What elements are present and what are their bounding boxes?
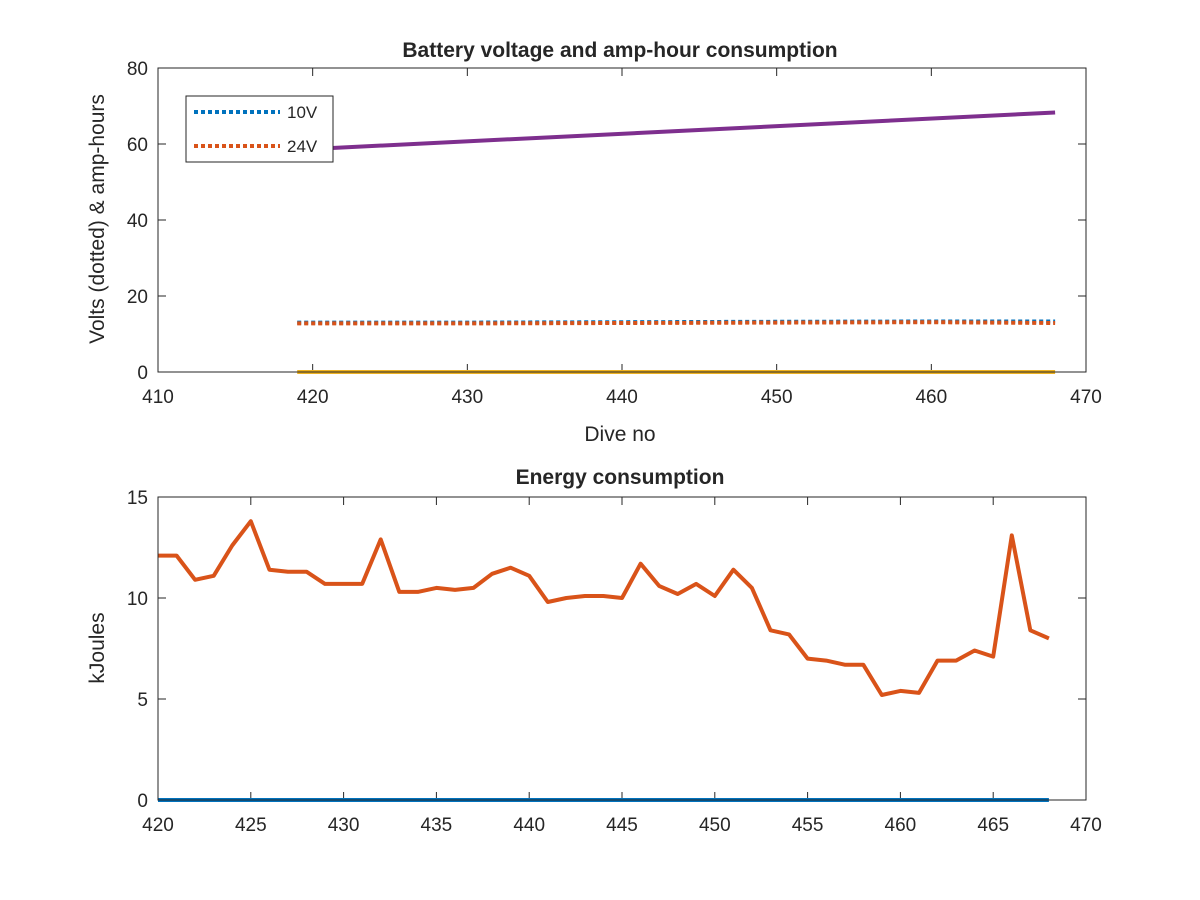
x-tick-label: 420 [297,387,329,408]
series-lines [158,519,1050,802]
x-tick-label: 430 [451,387,483,408]
legend-box [185,95,334,163]
y-axis-label: kJoules [86,612,109,683]
x-tick-label: 425 [235,815,267,836]
x-tick-label: 440 [606,387,638,408]
tick-labels: 420 425 430 435 440 445 450 455 460 465 470 0 5 10 15 [127,488,1102,836]
x-tick-label: 470 [1070,387,1102,408]
y-tick-label: 20 [127,287,148,308]
y-tick-label: 0 [137,363,148,384]
tick-labels: 410 420 430 440 450 460 470 0 20 40 60 80 [127,59,1102,408]
y-tick-label: 80 [127,59,148,80]
series-line-2 [297,110,1056,152]
x-tick-label: 450 [699,815,731,836]
voltage-chart: Battery voltage and amp-hour consumption… [86,39,1102,446]
y-tick-label: 40 [127,211,148,232]
series-line-24v [297,320,1056,326]
x-tick-label: 455 [792,815,824,836]
y-tick-label: 0 [137,791,148,812]
axes-box [157,496,1087,801]
x-tick-label: 465 [977,815,1009,836]
x-tick-label: 420 [142,815,174,836]
y-axis-label: Volts (dotted) & amp-hours [86,94,109,344]
legend-24v-label: 24V [287,137,318,156]
x-tick-label: 450 [761,387,793,408]
y-tick-label: 60 [127,135,148,156]
x-tick-label: 445 [606,815,638,836]
y-tick-label: 5 [137,690,148,711]
x-tick-label: 410 [142,387,174,408]
x-tick-label: 470 [1070,815,1102,836]
x-tick-label: 460 [915,387,947,408]
series-lines [297,110,1056,374]
x-tick-label: 435 [421,815,453,836]
series-line-1 [158,519,1050,697]
x-axis-label: Dive no [584,423,655,446]
x-tick-label: 460 [885,815,917,836]
x-tick-label: 430 [328,815,360,836]
chart-title: Battery voltage and amp-hour consumption [402,39,837,62]
chart-title: Energy consumption [516,466,725,489]
x-tick-label: 440 [513,815,545,836]
energy-chart: Energy consumption kJoules 420 425 430 435 4… [86,466,1102,836]
legend: 10V 24V [185,95,334,163]
y-tick-label: 10 [127,589,148,610]
y-tick-label: 15 [127,488,148,509]
axes-box [157,67,1087,373]
legend-10v-label: 10V [287,103,318,122]
